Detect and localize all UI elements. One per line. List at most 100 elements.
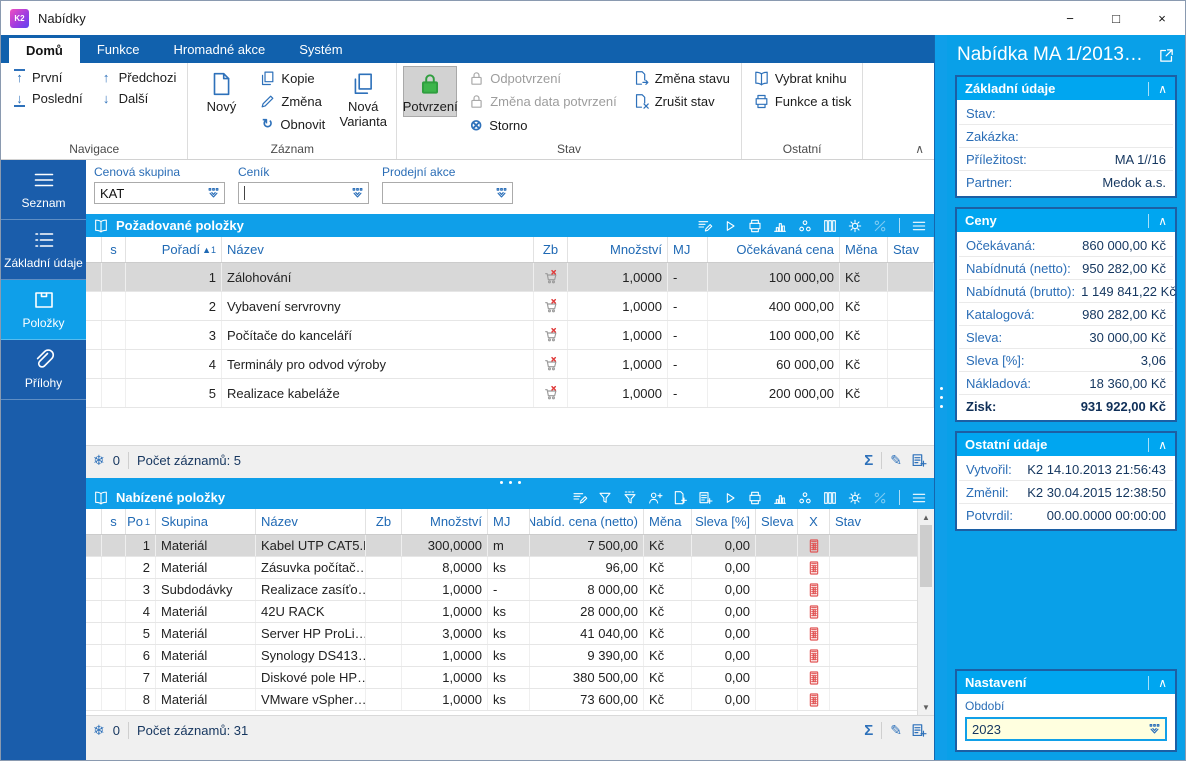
snowflake-icon[interactable]: ❄ xyxy=(93,451,105,468)
table-row[interactable]: 1 Materiál Kabel UTP CAT5.E 300,0000 m 7 500,… xyxy=(86,535,934,557)
last-button[interactable]: ↓ Poslední xyxy=(7,88,88,109)
calc-icon[interactable] xyxy=(798,601,830,622)
printer-icon[interactable] xyxy=(747,218,763,234)
refresh-button[interactable]: ↻ Obnovit xyxy=(254,113,330,135)
person-add-icon[interactable] xyxy=(647,490,663,506)
table-row[interactable]: 8 Materiál VMware vSpher… 1,0000 ks 73 600,00… xyxy=(86,689,934,711)
table-row[interactable]: 2 Vybavení servrovny 1,0000-400 000,00 Kč xyxy=(86,292,934,321)
column-header-rowmark[interactable] xyxy=(86,509,102,534)
cart-icon[interactable] xyxy=(534,321,568,349)
page-add-icon[interactable] xyxy=(697,490,713,506)
advanced-filter-icon[interactable] xyxy=(622,490,638,506)
column-header-cena[interactable]: Očekávaná cena xyxy=(708,237,840,262)
cart-icon[interactable] xyxy=(534,292,568,320)
new-variant-button[interactable]: Nová Varianta xyxy=(336,66,390,132)
chart-icon[interactable] xyxy=(772,490,788,506)
copy-button[interactable]: Kopie xyxy=(254,67,330,90)
add-record-icon[interactable] xyxy=(910,452,927,469)
horizontal-splitter[interactable] xyxy=(86,474,934,486)
column-header-skupina[interactable]: Skupina xyxy=(156,509,256,534)
vertical-scrollbar[interactable]: ▲ ▼ xyxy=(917,509,934,715)
column-header-mena[interactable]: Měna xyxy=(644,509,692,534)
filter-icon[interactable] xyxy=(597,490,613,506)
column-header-zb[interactable]: Zb xyxy=(366,509,402,534)
tab-funkce[interactable]: Funkce xyxy=(96,41,140,57)
hamburger-menu-icon[interactable] xyxy=(911,218,927,234)
calc-icon[interactable] xyxy=(798,535,830,556)
collapse-chevron-icon[interactable]: ∧ xyxy=(1148,213,1167,228)
column-header-mj[interactable]: MJ xyxy=(488,509,530,534)
period-combo[interactable]: 2023 xyxy=(965,717,1167,741)
next-button[interactable]: ↓ Další xyxy=(94,88,182,109)
calc-icon[interactable] xyxy=(798,689,830,710)
table-row[interactable]: 4 Terminály pro odvod výroby 1,0000-60 000… xyxy=(86,350,934,379)
column-header-mnozstvi[interactable]: Množství xyxy=(568,237,668,262)
select-book-button[interactable]: Vybrat knihu xyxy=(748,67,857,90)
edit-pencil-icon[interactable]: ✎ xyxy=(890,451,902,468)
doc-add-icon[interactable] xyxy=(672,490,688,506)
sales-action-combo[interactable] xyxy=(382,182,513,204)
close-button[interactable]: × xyxy=(1158,10,1166,26)
column-header-stav[interactable]: Stav xyxy=(888,237,934,262)
sidebar-item-polozky[interactable]: Položky xyxy=(1,280,86,340)
settings-gear-icon[interactable] xyxy=(847,490,863,506)
change-state-button[interactable]: Změna stavu xyxy=(628,67,735,90)
column-header-nazev[interactable]: Název xyxy=(222,237,534,262)
column-header-nazev[interactable]: Název xyxy=(256,509,366,534)
scroll-up-arrow[interactable]: ▲ xyxy=(922,512,930,522)
scroll-thumb[interactable] xyxy=(920,525,932,587)
edit-grid-icon[interactable] xyxy=(697,218,713,234)
table-row[interactable]: 3 Subdodávky Realizace zasíťo… 1,0000-8 000… xyxy=(86,579,934,601)
ribbon-collapse-chevron[interactable]: ∧ xyxy=(915,142,924,156)
table-row[interactable]: 2 Materiál Zásuvka počítač… 8,0000 ks 96,00 Kč… xyxy=(86,557,934,579)
chart-icon[interactable] xyxy=(772,218,788,234)
tab-hromadne-akce[interactable]: Hromadné akce xyxy=(173,41,266,57)
change-button[interactable]: Změna xyxy=(254,90,330,113)
functions-print-button[interactable]: Funkce a tisk xyxy=(748,90,857,113)
cart-icon[interactable] xyxy=(534,379,568,407)
tab-domu[interactable]: Domů xyxy=(9,38,80,63)
table-row[interactable]: 3 Počítače do kanceláří 1,0000-100 000,00 K… xyxy=(86,321,934,350)
sidebar-item-prilohy[interactable]: Přílohy xyxy=(1,340,86,400)
new-button[interactable]: Nový xyxy=(194,66,248,117)
sidebar-item-zakladni-udaje[interactable]: Základní údaje xyxy=(1,220,86,280)
sum-icon[interactable]: Σ xyxy=(864,721,874,739)
cart-icon[interactable] xyxy=(534,263,568,291)
sum-icon[interactable]: Σ xyxy=(864,451,874,469)
column-header-s[interactable]: s xyxy=(102,509,126,534)
column-header-po[interactable]: Po 1 xyxy=(126,509,156,534)
table-row[interactable]: 4 Materiál 42U RACK 1,0000 ks 28 000,00 Kč 0,00 xyxy=(86,601,934,623)
cancel-state-button[interactable]: Zrušit stav xyxy=(628,90,735,113)
cluster-icon[interactable] xyxy=(797,490,813,506)
column-header-poradi[interactable]: Pořadí ▲1 xyxy=(126,237,222,262)
collapse-chevron-icon[interactable]: ∧ xyxy=(1148,437,1167,452)
calc-icon[interactable] xyxy=(798,579,830,600)
splitter-grip[interactable] xyxy=(86,478,934,486)
sidebar-item-seznam[interactable]: Seznam xyxy=(1,160,86,220)
cart-icon[interactable] xyxy=(534,350,568,378)
table-row[interactable]: 7 Materiál Diskové pole HP… 1,0000 ks 380 500… xyxy=(86,667,934,689)
collapse-chevron-icon[interactable]: ∧ xyxy=(1148,675,1167,690)
edit-pencil-icon[interactable]: ✎ xyxy=(890,721,902,738)
unconfirm-button[interactable]: Odpotvrzení xyxy=(463,67,621,90)
run-script-icon[interactable] xyxy=(722,490,738,506)
percent-icon[interactable] xyxy=(872,490,888,506)
table-row[interactable]: 1 Zálohování 1,0000-100 000,00 Kč xyxy=(86,263,934,292)
table-row[interactable]: 5 Realizace kabeláže 1,0000-200 000,00 Kč xyxy=(86,379,934,408)
table-row[interactable]: 6 Materiál Synology DS413… 1,0000 ks 9 390,00… xyxy=(86,645,934,667)
calc-icon[interactable] xyxy=(798,623,830,644)
vertical-splitter[interactable] xyxy=(934,35,947,760)
price-list-combo[interactable] xyxy=(238,182,369,204)
column-header-mena[interactable]: Měna xyxy=(840,237,888,262)
add-record-icon[interactable] xyxy=(910,722,927,739)
hamburger-menu-icon[interactable] xyxy=(911,490,927,506)
calc-icon[interactable] xyxy=(798,667,830,688)
column-header-zb[interactable]: Zb xyxy=(534,237,568,262)
columns-icon[interactable] xyxy=(822,490,838,506)
maximize-button[interactable]: □ xyxy=(1112,10,1120,26)
scroll-down-arrow[interactable]: ▼ xyxy=(922,702,930,712)
snowflake-icon[interactable]: ❄ xyxy=(93,721,105,738)
columns-icon[interactable] xyxy=(822,218,838,234)
run-script-icon[interactable] xyxy=(722,218,738,234)
column-header-mj[interactable]: MJ xyxy=(668,237,708,262)
